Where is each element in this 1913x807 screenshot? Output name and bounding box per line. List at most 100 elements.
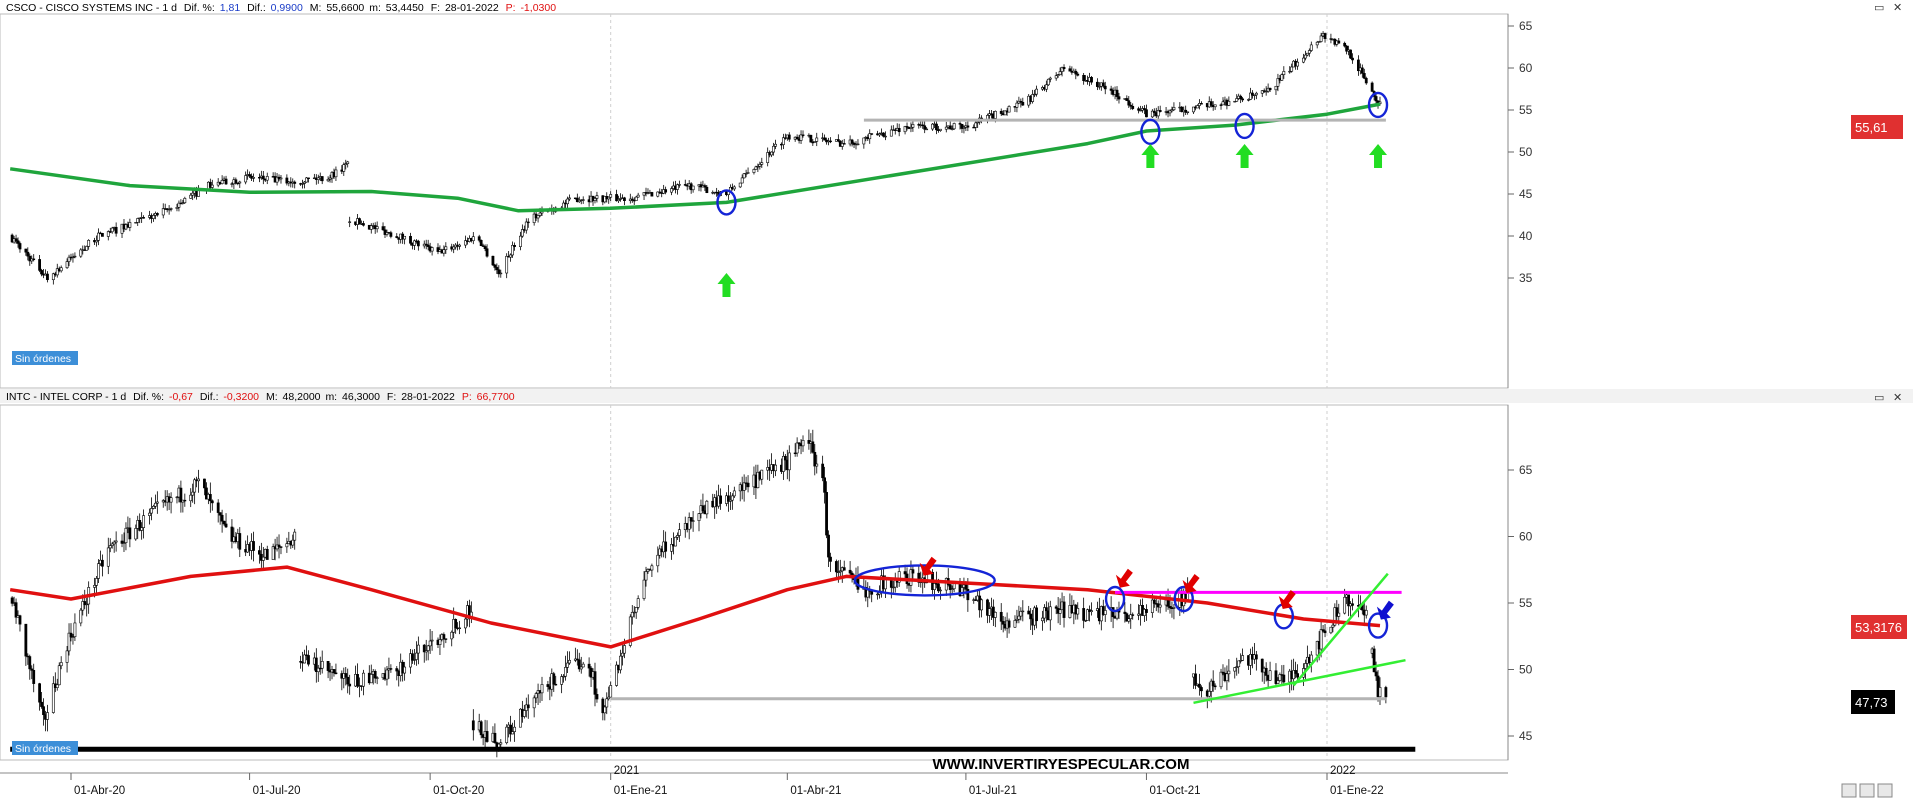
candle-body <box>595 195 599 199</box>
candle-body <box>216 502 220 513</box>
candle-body <box>905 126 909 128</box>
candle-body <box>568 197 571 200</box>
candle-body <box>175 207 179 209</box>
candle-body <box>813 452 817 467</box>
candle-body <box>505 726 509 744</box>
moving-average-line <box>9 565 1381 649</box>
candle-body <box>1209 101 1213 106</box>
candle-body <box>903 571 907 575</box>
candle-body <box>519 708 522 728</box>
candle-body <box>471 236 475 242</box>
candle-body <box>191 192 195 196</box>
year-label: 2022 <box>1330 765 1356 777</box>
intc-maximize-button[interactable]: ▭ <box>1874 392 1884 404</box>
candle-body <box>101 559 104 567</box>
candle-body <box>623 645 626 654</box>
candle-body <box>522 710 526 717</box>
candle-body <box>1035 607 1038 622</box>
candle-body <box>1237 660 1241 668</box>
intc-close-button[interactable]: ✕ <box>1893 392 1902 404</box>
candle-body <box>150 508 153 514</box>
candle-body <box>67 632 71 652</box>
y-tick-label: 35 <box>1519 271 1533 285</box>
candle-body <box>358 218 361 225</box>
candle-body <box>326 660 330 671</box>
candle-body <box>1260 658 1264 673</box>
candle-body <box>1307 50 1311 54</box>
candle-body <box>1364 77 1368 84</box>
candle-body <box>208 494 212 502</box>
candle-body <box>16 240 20 244</box>
candle-body <box>1152 110 1156 113</box>
candle-body <box>868 133 872 140</box>
candle-body <box>809 134 813 143</box>
candle-body <box>1282 71 1286 75</box>
candle-body <box>152 505 155 509</box>
candle-body <box>1017 615 1021 620</box>
candle-body <box>593 198 597 201</box>
csco-close-button[interactable]: ✕ <box>1893 2 1902 14</box>
scroll-left-icon[interactable] <box>1841 783 1857 798</box>
candle-body <box>224 178 228 185</box>
candle-body <box>605 698 609 708</box>
candle-body <box>320 176 324 182</box>
candle-body <box>1213 685 1217 688</box>
candle-body <box>634 607 638 613</box>
candle-body <box>51 273 55 281</box>
candle-body <box>362 223 365 226</box>
csco-maximize-button[interactable]: ▭ <box>1874 2 1884 14</box>
highlight-circle <box>1140 118 1161 146</box>
candle-body <box>59 662 63 667</box>
candle-body <box>1296 673 1299 678</box>
y-tick-label: 55 <box>1519 103 1533 117</box>
candle-body <box>169 497 173 503</box>
candle-body <box>136 218 140 223</box>
candle-body <box>744 173 748 175</box>
candle-body <box>230 526 234 542</box>
candle-body <box>238 533 242 550</box>
candle-body <box>813 141 817 143</box>
candle-body <box>403 666 407 674</box>
candle-body <box>1139 109 1142 112</box>
candle-body <box>1115 89 1119 97</box>
candle-body <box>842 567 846 571</box>
csco-sin-ordenes-badge[interactable] <box>12 351 78 365</box>
intc-sin-ordenes-badge[interactable] <box>12 741 78 755</box>
candle-body <box>485 731 489 742</box>
candle-body <box>801 134 805 136</box>
candle-body <box>889 129 893 137</box>
candle-body <box>1137 108 1141 111</box>
candle-body <box>1349 49 1352 59</box>
candle-body <box>497 269 501 275</box>
candle-body <box>538 212 542 216</box>
candle-body <box>1213 104 1217 108</box>
candle-body <box>1304 663 1307 669</box>
candle-body <box>770 151 774 156</box>
candle-body <box>1364 610 1368 616</box>
candle-body <box>1150 110 1154 118</box>
candle-body <box>183 198 187 204</box>
candle-body <box>458 244 461 247</box>
candle-body <box>1027 610 1031 615</box>
candle-body <box>1015 102 1019 108</box>
candle-body <box>513 245 516 247</box>
candle-body <box>903 126 907 133</box>
candle-body <box>1172 107 1176 111</box>
candle-body <box>950 588 954 590</box>
candle-body <box>375 677 379 679</box>
x-tick-label: 01-Oct-20 <box>433 785 484 797</box>
candle-body <box>1152 599 1156 604</box>
candle-body <box>564 667 567 677</box>
candle-body <box>1184 109 1188 113</box>
highlight-circle <box>1234 112 1255 140</box>
scroll-right-icon[interactable] <box>1877 783 1893 798</box>
zoom-icon[interactable] <box>1859 783 1875 798</box>
candle-body <box>442 634 446 640</box>
candle-body <box>670 544 673 552</box>
candle-body <box>1076 608 1080 615</box>
candle-body <box>683 184 687 186</box>
candle-body <box>760 469 764 480</box>
candle-body <box>958 123 962 125</box>
candle-body <box>1013 620 1017 628</box>
